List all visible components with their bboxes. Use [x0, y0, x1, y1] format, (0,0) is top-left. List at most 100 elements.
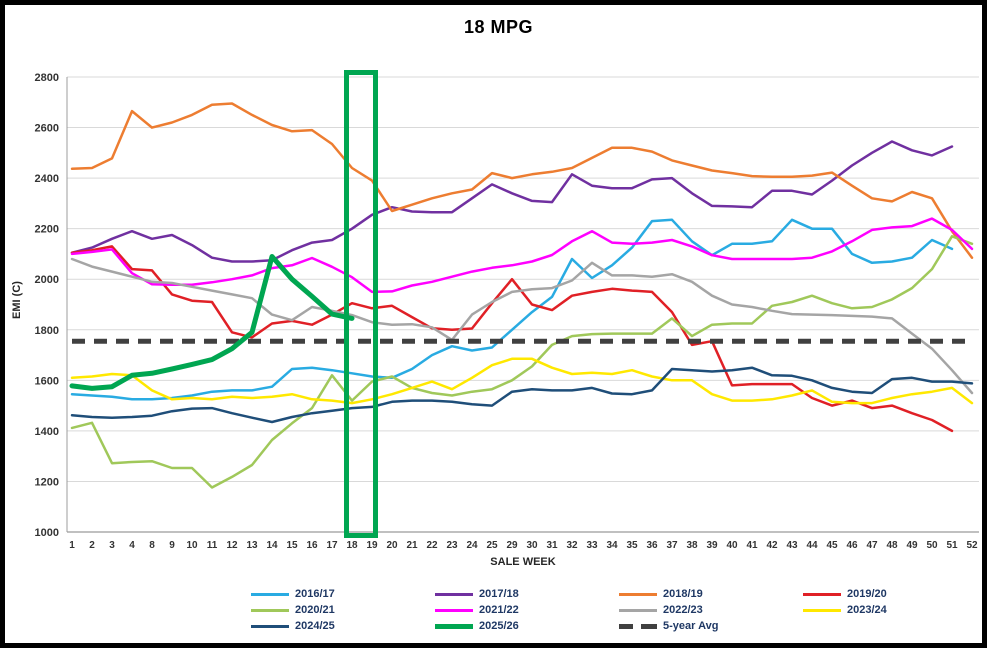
- x-tick-label: 36: [646, 540, 658, 551]
- x-tick-label: 13: [246, 540, 258, 551]
- x-tick-label: 16: [306, 540, 318, 551]
- x-tick-label: 14: [266, 540, 278, 551]
- x-tick-label: 43: [786, 540, 798, 551]
- series-line-2018-19: [70, 102, 974, 259]
- x-tick-label: 19: [366, 540, 378, 551]
- y-tick-label: 1600: [35, 375, 59, 387]
- x-tick-label: 45: [826, 540, 838, 551]
- legend-item-2019-20: 2019/20: [803, 586, 982, 602]
- legend-label: 2023/24: [847, 604, 887, 616]
- legend-item-5-year-avg: 5-year Avg: [619, 618, 803, 634]
- legend-swatch: [251, 624, 289, 628]
- legend-label: 2016/17: [295, 588, 335, 600]
- x-tick-label: 50: [926, 540, 938, 551]
- legend-item-2025-26: 2025/26: [435, 618, 619, 634]
- x-tick-label: 2: [89, 540, 95, 551]
- y-tick-label: 2200: [35, 224, 59, 236]
- series-line-2017-18: [70, 140, 954, 263]
- x-tick-label: 41: [746, 540, 758, 551]
- x-axis-title: SALE WEEK: [490, 556, 556, 568]
- series-line-2020-21: [70, 235, 974, 489]
- legend-swatch: [619, 608, 657, 612]
- x-tick-label: 29: [506, 540, 518, 551]
- y-tick-label: 2800: [35, 72, 59, 84]
- x-tick-label: 20: [386, 540, 398, 551]
- x-tick-label: 10: [186, 540, 198, 551]
- x-tick-label: 4: [129, 540, 135, 551]
- legend-item-2022-23: 2022/23: [619, 602, 803, 618]
- x-tick-label: 52: [966, 540, 978, 551]
- x-tick-label: 21: [406, 540, 418, 551]
- x-tick-label: 48: [886, 540, 898, 551]
- x-tick-label: 31: [546, 540, 558, 551]
- x-tick-label: 18: [346, 540, 358, 551]
- legend-label: 2021/22: [479, 604, 519, 616]
- x-tick-label: 30: [526, 540, 538, 551]
- series-line-2024-25: [70, 366, 974, 424]
- legend-label: 5-year Avg: [663, 620, 719, 632]
- x-tick-label: 34: [606, 540, 618, 551]
- legend-item-2017-18: 2017/18: [435, 586, 619, 602]
- y-tick-label: 1400: [35, 426, 59, 438]
- x-tick-label: 9: [169, 540, 175, 551]
- x-tick-label: 47: [866, 540, 878, 551]
- x-tick-label: 38: [686, 540, 698, 551]
- legend-label: 2024/25: [295, 620, 335, 632]
- x-tick-label: 8: [149, 540, 155, 551]
- legend-swatch: [435, 623, 473, 629]
- series-line-2022-23: [70, 257, 974, 395]
- legend-swatch: [803, 608, 841, 612]
- x-tick-label: 33: [586, 540, 598, 551]
- y-tick-label: 2400: [35, 173, 59, 185]
- x-tick-label: 32: [566, 540, 578, 551]
- legend-swatch: [435, 608, 473, 612]
- x-tick-label: 39: [706, 540, 718, 551]
- legend: 2016/17 2017/18 2018/19 2019/20 2020/21 2021/…: [251, 586, 982, 634]
- chart-title: 18 MPG: [463, 17, 534, 37]
- y-tick-label: 1000: [35, 527, 59, 539]
- y-tick-label: 1800: [35, 325, 59, 337]
- x-tick-label: 11: [207, 540, 218, 551]
- x-tick-label: 25: [486, 540, 498, 551]
- x-tick-label: 22: [426, 540, 438, 551]
- legend-item-2024-25: 2024/25: [251, 618, 435, 634]
- x-tick-label: 37: [666, 540, 678, 551]
- legend-item-2020-21: 2020/21: [251, 602, 435, 618]
- legend-label: 2022/23: [663, 604, 703, 616]
- series-line-2025-26: [69, 254, 355, 391]
- legend-swatch: [619, 592, 657, 596]
- legend-swatch: [435, 592, 473, 596]
- x-tick-label: 46: [846, 540, 858, 551]
- legend-label: 2019/20: [847, 588, 887, 600]
- y-tick-label: 1200: [35, 476, 59, 488]
- series-line-2016-17: [70, 218, 954, 401]
- y-tick-label: 2600: [35, 123, 59, 135]
- legend-label: 2025/26: [479, 620, 519, 632]
- x-tick-label: 51: [946, 540, 958, 551]
- legend-item-2023-24: 2023/24: [803, 602, 982, 618]
- legend-label: 2017/18: [479, 588, 519, 600]
- plot-area: 1000 1200 1400 1600 1800 2000 2200 2400 2600 2800…: [5, 5, 982, 643]
- x-tick-label: 12: [226, 540, 238, 551]
- x-tick-label: 40: [726, 540, 738, 551]
- series-line-2023-24: [70, 357, 974, 405]
- x-tick-label: 24: [466, 540, 478, 551]
- x-tick-label: 35: [626, 540, 638, 551]
- x-tick-label: 42: [766, 540, 778, 551]
- x-tick-label: 44: [806, 540, 818, 551]
- x-tick-label: 15: [286, 540, 298, 551]
- x-tick-label: 49: [906, 540, 918, 551]
- highlight-rectangle: [344, 70, 378, 538]
- x-tick-label: 1: [69, 540, 75, 551]
- series-line-2021-22: [70, 217, 974, 294]
- legend-swatch: [803, 592, 841, 596]
- legend-item-2021-22: 2021/22: [435, 602, 619, 618]
- y-tick-label: 2000: [35, 274, 59, 286]
- x-tick-label: 17: [326, 540, 338, 551]
- series-line-2019-20: [70, 245, 954, 433]
- legend-swatch: [251, 608, 289, 612]
- legend-label: 2020/21: [295, 604, 335, 616]
- legend-swatch: [619, 623, 657, 629]
- x-tick-label: 23: [446, 540, 458, 551]
